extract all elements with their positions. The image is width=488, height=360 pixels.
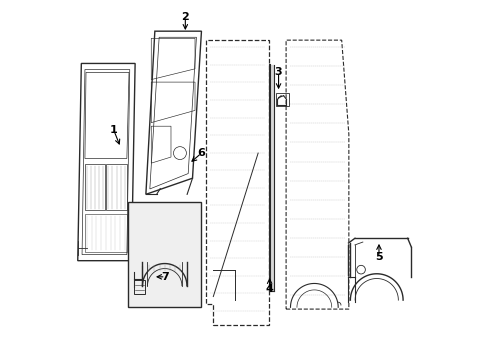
Text: 1: 1 — [109, 125, 117, 135]
Text: 6: 6 — [197, 148, 205, 158]
Text: 5: 5 — [374, 252, 382, 262]
Text: 4: 4 — [265, 284, 273, 294]
FancyBboxPatch shape — [128, 202, 201, 307]
Text: 7: 7 — [162, 272, 169, 282]
Text: 2: 2 — [181, 12, 189, 22]
Text: 3: 3 — [274, 67, 282, 77]
